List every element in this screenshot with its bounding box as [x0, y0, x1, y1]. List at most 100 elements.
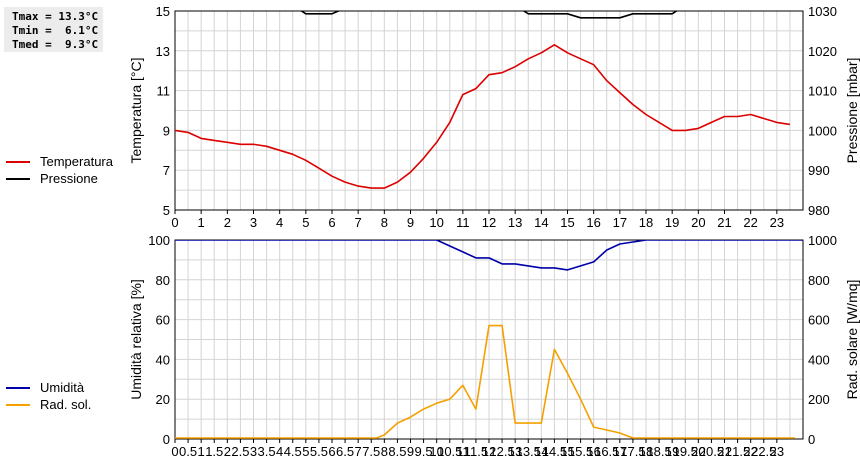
- panel2-x-tick-label: 18.5: [646, 444, 671, 459]
- legend-bottom-block: Umidità Rad. sol.: [6, 379, 91, 413]
- panel2-y-tick-label: 60: [156, 313, 170, 328]
- panel2-x-tick-label: 2: [224, 444, 231, 459]
- tmax-text: Tmax = 13.3°C: [12, 10, 99, 23]
- panel2-x-tick-label: 4.5: [284, 444, 302, 459]
- panel2-x-tick-label: 11.5: [464, 444, 488, 459]
- panel2-x-tick-label: 20: [691, 444, 705, 459]
- panel1-x-tick-label: 20: [691, 215, 705, 230]
- legend-swatch-radsol: [6, 403, 30, 406]
- legend-swatch-temperatura: [6, 160, 30, 163]
- panel1-y-axis-label: Temperatura [°C]: [128, 58, 144, 164]
- panel1-y-tick-label: 15: [156, 4, 170, 19]
- panel2-x-tick-label: 19: [665, 444, 679, 459]
- panel2-x-tick-label: 3: [250, 444, 257, 459]
- panel1-x-tick-label: 14: [534, 215, 548, 230]
- panel2-x-tick-label: 15: [560, 444, 574, 459]
- legend-item-temperatura: Temperatura: [6, 153, 113, 170]
- panel1-y2-tick-label: 980: [808, 203, 830, 218]
- panel1-x-tick-label: 11: [456, 215, 470, 230]
- panel2-x-tick-label: 11: [456, 444, 470, 459]
- tmin-text: Tmin = 6.1°C: [12, 24, 99, 37]
- panel2-x-tick-label: 8: [381, 444, 388, 459]
- panel2-x-tick-label: 1: [198, 444, 205, 459]
- legend-swatch-umidita: [6, 386, 30, 389]
- panel2-x-tick-label: 6.5: [336, 444, 354, 459]
- panel1-x-tick-label: 18: [639, 215, 653, 230]
- panel2-x-tick-label: 15.5: [568, 444, 593, 459]
- panel1-y-tick-label: 11: [157, 84, 171, 99]
- panel1-x-tick-label: 22: [743, 215, 757, 230]
- panel1-x-tick-label: 5: [302, 215, 309, 230]
- panel1-x-tick-label: 4: [276, 215, 283, 230]
- legend-label-temperatura: Temperatura: [40, 154, 113, 169]
- panel2-y-tick-label: 100: [148, 233, 170, 248]
- panel2-x-tick-label: 3.5: [258, 444, 276, 459]
- panel1-x-tick-label: 2: [224, 215, 231, 230]
- panel2-x-tick-label: 0.5: [179, 444, 197, 459]
- panel2-x-tick-label: 21.5: [725, 444, 750, 459]
- panel2-y-tick-label: 0: [163, 432, 170, 447]
- panel2-x-tick-label: 12: [482, 444, 496, 459]
- panel2-y-tick-label: 80: [156, 273, 170, 288]
- panel2-series-rad-sol: [175, 324, 796, 439]
- panel2-x-tick-label: 14: [534, 444, 548, 459]
- panel2-x-tick-label: 12.5: [489, 444, 514, 459]
- panel1-x-tick-label: 21: [717, 215, 731, 230]
- panel2-x-tick-label: 8.5: [388, 444, 406, 459]
- panel2-x-tick-label: 4: [276, 444, 283, 459]
- panel2-x-tick-label: 19.5: [673, 444, 698, 459]
- panel1-x-tick-label: 1: [198, 215, 205, 230]
- panel2-y2-tick-label: 1000: [808, 233, 837, 248]
- panel2-x-tick-label: 5.5: [310, 444, 328, 459]
- panel2-x-tick-label: 13.5: [516, 444, 541, 459]
- panel1-y2-tick-label: 1020: [808, 44, 837, 59]
- panel2-x-tick-label: 23: [770, 444, 784, 459]
- panel1-y-tick-label: 5: [163, 203, 170, 218]
- panel2-y2-tick-label: 200: [808, 392, 830, 407]
- panel2-y2-tick-label: 800: [808, 273, 830, 288]
- panel1-x-tick-label: 17: [613, 215, 627, 230]
- panel2-x-tick-label: 0: [171, 444, 178, 459]
- panel2-x-tick-label: 21: [717, 444, 731, 459]
- panel2-x-tick-label: 18: [639, 444, 653, 459]
- panel2-y2-tick-label: 400: [808, 352, 830, 367]
- panel2-x-tick-label: 10: [429, 444, 443, 459]
- panel2-x-tick-label: 22.5: [751, 444, 776, 459]
- panel2-x-tick-label: 16: [586, 444, 600, 459]
- panel1-x-tick-label: 19: [665, 215, 679, 230]
- panel1-series-pressione: [300, 11, 678, 19]
- stats-box: Tmax = 13.3°C Tmin = 6.1°C Tmed = 9.3°C: [4, 7, 103, 52]
- panel1-x-tick-label: 23: [770, 215, 784, 230]
- panel2-x-tick-label: 17.5: [620, 444, 645, 459]
- panel2-x-tick-label: 9: [407, 444, 414, 459]
- panel1-x-tick-label: 13: [508, 215, 522, 230]
- legend-label-pressione: Pressione: [40, 171, 98, 186]
- panel1-y-tick-label: 9: [163, 123, 170, 138]
- tmed-text: Tmed = 9.3°C: [12, 38, 99, 51]
- panel1-x-tick-label: 6: [328, 215, 335, 230]
- panel2-x-tick-label: 6: [328, 444, 335, 459]
- panel2-y2-tick-label: 0: [808, 432, 815, 447]
- legend-label-umidita: Umidità: [40, 380, 85, 395]
- panel2-x-tick-label: 2.5: [231, 444, 249, 459]
- panel1-x-tick-label: 7: [355, 215, 362, 230]
- legend-item-radsol: Rad. sol.: [6, 396, 91, 413]
- legend-top: Temperatura Pressione: [6, 153, 113, 187]
- panel2-x-tick-label: 17: [613, 444, 627, 459]
- legend-label-radsol: Rad. sol.: [40, 397, 92, 412]
- panel1-x-tick-label: 15: [560, 215, 574, 230]
- panel1-y2-tick-label: 1030: [808, 4, 837, 19]
- panel2-x-tick-label: 20.5: [699, 444, 724, 459]
- panel1-x-tick-label: 0: [171, 215, 178, 230]
- panel2-y-axis-label: Umidità relativa [%]: [128, 279, 144, 400]
- panel1-series-temperatura: [175, 43, 791, 189]
- panel1-y2-axis-label: Pressione [mbar]: [844, 58, 860, 164]
- panel1-y2-tick-label: 990: [808, 163, 830, 178]
- panel1-x-tick-label: 12: [482, 215, 496, 230]
- legend-item-pressione: Pressione: [6, 170, 113, 187]
- legend-item-umidita: Umidità: [6, 379, 91, 396]
- panel1-x-tick-label: 10: [429, 215, 443, 230]
- panel2-y-tick-label: 40: [156, 352, 170, 367]
- panel2-x-tick-label: 14.5: [542, 444, 567, 459]
